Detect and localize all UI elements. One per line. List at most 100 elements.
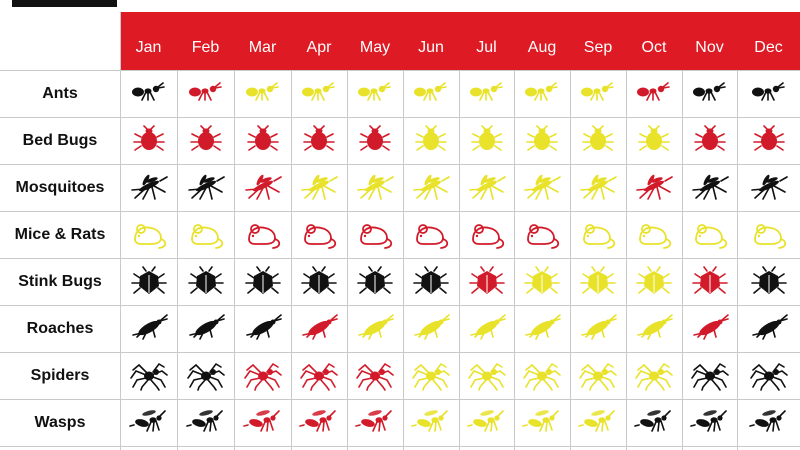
bedbug-icon (132, 124, 165, 151)
cell-ants-jan (120, 70, 177, 117)
mouse-icon (304, 223, 337, 249)
ant-icon (358, 81, 391, 101)
cell-mice-rats-may (347, 211, 403, 258)
cell-wasps-mar (234, 399, 291, 446)
mosquito-icon (636, 174, 673, 200)
stinkbug-icon (357, 265, 393, 294)
mouse-icon (416, 223, 449, 249)
cell-bed-bugs-aug (514, 117, 570, 164)
cell-stink-bugs-may (347, 258, 403, 305)
spider-icon (129, 362, 168, 391)
cell-ants-nov (682, 70, 737, 117)
bedbug-icon (638, 124, 670, 151)
cell-roaches-oct (626, 305, 682, 352)
month-label-aug: Aug (527, 39, 557, 56)
wasp-icon (355, 409, 392, 432)
cell-spiders-nov (682, 352, 737, 399)
cell-roaches-jan (120, 305, 177, 352)
mosquito-icon (357, 174, 394, 200)
month-label-mar: Mar (248, 39, 277, 56)
roach-icon (637, 313, 673, 340)
cell-stink-bugs-jun (403, 258, 459, 305)
bedbug-icon (526, 124, 558, 151)
cell-bed-bugs-apr (291, 117, 347, 164)
cell-mice-rats-mar (234, 211, 291, 258)
ant-icon (751, 81, 785, 101)
row-label-wasps: Wasps (34, 414, 86, 431)
cell-wasps-jan (120, 399, 177, 446)
cell-stink-bugs-nov (682, 258, 737, 305)
mouse-icon (247, 223, 280, 249)
mosquito-icon (468, 174, 506, 200)
cell-wasps-feb (177, 399, 234, 446)
mouse-icon (753, 223, 786, 249)
spider-icon (243, 362, 282, 391)
cell-roaches-jun (403, 305, 459, 352)
cell-bed-bugs-jan (120, 117, 177, 164)
mouse-icon (527, 223, 560, 249)
roach-icon (245, 313, 282, 340)
roach-icon (358, 313, 394, 340)
cell-bed-bugs-nov (682, 117, 737, 164)
cell-wasps-aug (514, 399, 570, 446)
bedbug-icon (470, 124, 503, 151)
cell-ants-mar (234, 70, 291, 117)
cell-mosquitoes-nov (682, 164, 737, 211)
cell-mice-rats-sep (570, 211, 626, 258)
mosquito-icon (580, 174, 617, 200)
wasp-icon (748, 409, 786, 432)
roach-icon (525, 313, 561, 340)
ant-icon (131, 81, 165, 101)
mouse-icon (190, 223, 223, 249)
cell-stink-bugs-apr (291, 258, 347, 305)
row-label-stink-bugs: Stink Bugs (18, 273, 102, 290)
cell-mice-rats-jul (459, 211, 514, 258)
cell-roaches-aug (514, 305, 570, 352)
cell-spiders-dec (737, 352, 800, 399)
roach-icon (692, 313, 729, 340)
cell-mosquitoes-dec (737, 164, 800, 211)
bedbug-icon (415, 124, 447, 151)
month-label-dec: Dec (754, 39, 783, 56)
month-label-sep: Sep (583, 39, 613, 56)
mouse-icon (360, 223, 393, 249)
month-header-band (120, 12, 800, 70)
cell-wasps-oct (626, 399, 682, 446)
roach-icon (469, 313, 506, 340)
month-label-oct: Oct (641, 39, 667, 56)
mouse-icon (133, 223, 166, 249)
cell-mosquitoes-aug (514, 164, 570, 211)
corner-decoration (12, 0, 117, 7)
cell-wasps-may (347, 399, 403, 446)
wasp-icon (634, 409, 671, 432)
cell-mosquitoes-may (347, 164, 403, 211)
mouse-icon (471, 223, 504, 249)
mouse-icon (583, 223, 616, 249)
wasp-icon (522, 409, 559, 432)
bedbug-icon (246, 124, 279, 151)
cell-wasps-jun (403, 399, 459, 446)
mosquito-icon (691, 174, 729, 200)
mouse-icon (694, 223, 727, 249)
cell-mice-rats-aug (514, 211, 570, 258)
ant-icon (245, 81, 279, 101)
stinkbug-icon (130, 265, 167, 294)
cell-ants-jun (403, 70, 459, 117)
cell-stink-bugs-sep (570, 258, 626, 305)
cell-mosquitoes-jul (459, 164, 514, 211)
wasp-icon (411, 409, 448, 432)
stinkbug-icon (413, 265, 449, 294)
wasp-icon (185, 409, 223, 432)
cell-wasps-nov (682, 399, 737, 446)
cell-ants-may (347, 70, 403, 117)
cell-mosquitoes-sep (570, 164, 626, 211)
cell-mosquitoes-feb (177, 164, 234, 211)
cell-bed-bugs-feb (177, 117, 234, 164)
cell-spiders-apr (291, 352, 347, 399)
cell-stink-bugs-jan (120, 258, 177, 305)
cell-spiders-jun (403, 352, 459, 399)
cell-mice-rats-dec (737, 211, 800, 258)
wasp-icon (689, 409, 727, 432)
cell-ants-aug (514, 70, 570, 117)
